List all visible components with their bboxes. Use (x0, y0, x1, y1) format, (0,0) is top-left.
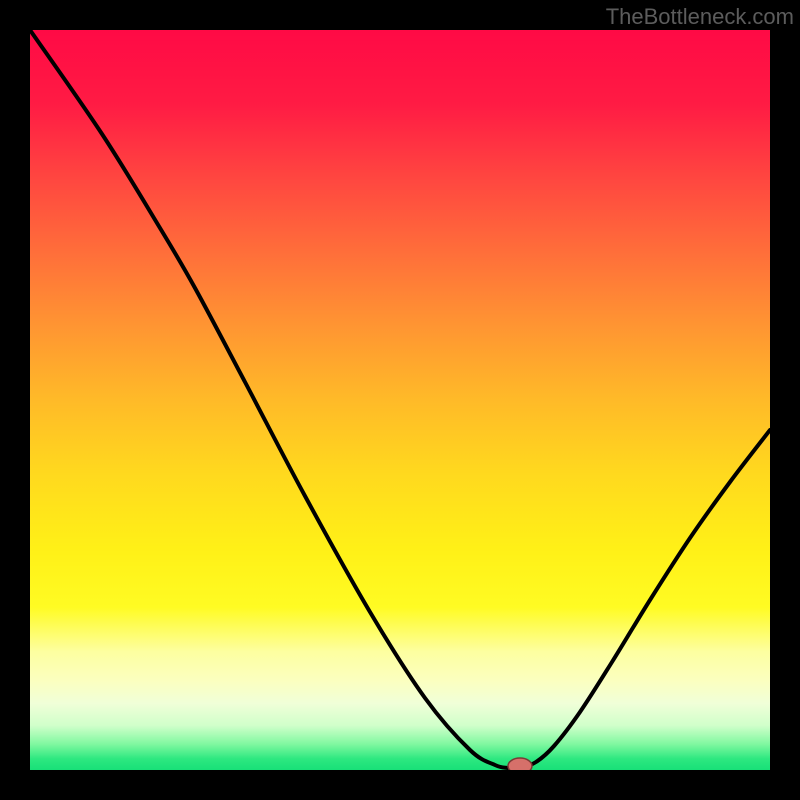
curve-layer (30, 30, 770, 770)
watermark-text: TheBottleneck.com (606, 4, 794, 30)
bottleneck-curve (30, 30, 770, 769)
optimal-point-marker (508, 758, 532, 770)
plot-area (30, 30, 770, 770)
